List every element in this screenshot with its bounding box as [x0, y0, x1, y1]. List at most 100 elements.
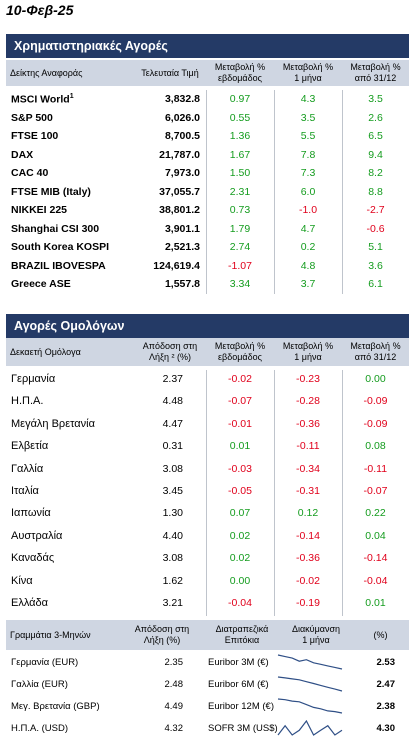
bond-yield: 0.31: [162, 440, 183, 453]
fluctuation-sparkline: [277, 719, 343, 736]
bond-row: Κίνα 1.62 0.00 -0.02 -0.04: [6, 572, 409, 594]
bond-row: Ελλάδα 3.21 -0.04 -0.19 0.01: [6, 594, 409, 616]
fluctuation-sparkline: [277, 676, 343, 692]
last-price: 21,787.0: [159, 148, 200, 161]
weekly-change: -1.07: [228, 259, 252, 272]
index-name: FTSE MIB (Italy): [11, 185, 91, 198]
ytd-change: 8.8: [368, 185, 383, 198]
ytd-change: 6.5: [368, 130, 383, 142]
bonds-table: Γερμανία 2.37 -0.02 -0.23 0.00 Η.Π.Α. 4.48 -0.0…: [6, 370, 409, 617]
fluctuation-sparkline: [277, 654, 343, 670]
interbank-rate-name: Euribor 6M (€): [208, 679, 269, 690]
tbill-country: Μεγ. Βρετανία (GBP): [11, 701, 100, 712]
bond-row: Γαλλία 3.08 -0.03 -0.34 -0.11: [6, 460, 409, 482]
monthly-change: 7.8: [300, 148, 316, 161]
stocks-table: MSCI World1 3,832.8 0.97 4.3 3.5 S&P 500 6,026…: [6, 90, 409, 294]
bond-weekly-change: -0.03: [228, 462, 252, 475]
tbill-country: Γαλλία (EUR): [11, 679, 68, 690]
bond-weekly-change: -0.07: [228, 395, 252, 408]
bond-weekly-change: -0.05: [228, 484, 252, 497]
sparkline-line: [277, 719, 343, 736]
bond-country: Αυστραλία: [11, 529, 63, 542]
bond-yield: 4.47: [162, 417, 183, 430]
stock-row: Shanghai CSI 300 3,901.1 1.79 4.7 -0.6: [6, 220, 409, 239]
bond-country: Καναδάς: [11, 552, 55, 565]
col-bond-monthly: Μεταβολή % 1 μήνα: [282, 341, 334, 362]
bond-ytd-change: -0.09: [363, 417, 388, 430]
bond-country: Γαλλία: [11, 462, 44, 475]
footnote-marker: 1: [69, 93, 74, 100]
monthly-change: 4.8: [300, 259, 316, 272]
bond-row: Ελβετία 0.31 0.01 -0.11 0.08: [6, 437, 409, 459]
bond-weekly-change: 0.01: [229, 440, 251, 453]
bond-ytd-change: 0.00: [365, 373, 386, 385]
bond-weekly-change: 0.00: [229, 574, 251, 587]
report-date: 10-Φεβ-25: [6, 2, 74, 18]
bond-yield: 1.30: [162, 507, 183, 520]
monthly-change: 7.3: [300, 167, 316, 179]
monthly-change: 5.5: [300, 130, 316, 142]
bond-ytd-change: -0.11: [363, 462, 388, 475]
bond-monthly-change: -0.34: [296, 462, 320, 475]
interbank-rate-value: 4.30: [376, 723, 396, 734]
stocks-column-headers: Δείκτης Αναφοράς Τελευταία Τιμή Μεταβολή…: [6, 60, 409, 86]
col-fluctuation: Διακύμανση 1 μήνα: [291, 624, 341, 645]
stock-row: South Korea KOSPI 2,521.3 2.74 0.2 5.1: [6, 238, 409, 257]
sparkline-line: [277, 698, 343, 714]
bonds-column-headers: Δεκαετή Ομόλογα Απόδοση στη Λήξη ² (%) Μ…: [6, 338, 409, 366]
tbill-country: Η.Π.Α. (USD): [11, 723, 68, 734]
col-bond-weekly: Μεταβολή % εβδομάδος: [214, 341, 266, 362]
ytd-change: 3.5: [368, 93, 383, 105]
bond-country: Ιαπωνία: [11, 507, 51, 520]
weekly-change: 1.50: [229, 167, 251, 179]
bond-monthly-change: -0.31: [296, 484, 320, 497]
monthly-change: 4.3: [300, 93, 316, 105]
last-price: 6,026.0: [164, 111, 200, 124]
monthly-change: 3.5: [300, 111, 316, 124]
bond-yield: 3.08: [162, 552, 183, 565]
tbill-yield: 2.48: [164, 679, 184, 690]
ytd-change: 5.1: [368, 241, 383, 253]
bond-row: Μεγάλη Βρετανία 4.47 -0.01 -0.36 -0.09: [6, 415, 409, 437]
stock-row: MSCI World1 3,832.8 0.97 4.3 3.5: [6, 90, 409, 109]
tbill-row: Γερμανία (EUR) 2.35 Euribor 3M (€) 2.53: [6, 652, 409, 674]
index-name: Shanghai CSI 300: [11, 222, 100, 235]
index-name: MSCI World1: [11, 93, 74, 106]
bond-monthly-change: -0.02: [296, 574, 320, 587]
bond-weekly-change: -0.01: [228, 417, 252, 430]
stock-row: S&P 500 6,026.0 0.55 3.5 2.6: [6, 109, 409, 128]
monthly-change: 0.2: [300, 241, 316, 253]
bond-monthly-change: -0.19: [296, 596, 320, 609]
stock-row: Greece ASE 1,557.8 3.34 3.7 6.1: [6, 275, 409, 294]
stocks-section-title: Χρηματιστηριακές Αγορές: [6, 34, 409, 58]
index-name: FTSE 100: [11, 130, 59, 142]
monthly-change: 4.7: [300, 222, 316, 235]
weekly-change: 0.55: [229, 111, 251, 124]
bond-yield: 3.21: [162, 596, 183, 609]
tbill-yield: 4.49: [164, 701, 184, 712]
bond-monthly-change: 0.12: [297, 507, 319, 520]
tbill-country: Γερμανία (EUR): [11, 657, 79, 668]
bond-yield: 4.48: [162, 395, 183, 408]
bond-ytd-change: -0.04: [363, 574, 388, 587]
col-yield: Απόδοση στη Λήξη ² (%): [142, 341, 198, 362]
col-last-price: Τελευταία Τιμή: [141, 68, 199, 78]
bond-yield: 2.37: [162, 373, 183, 385]
bond-weekly-change: 0.02: [229, 552, 251, 565]
interbank-rate-name: Euribor 12M (€): [208, 701, 274, 712]
bond-monthly-change: -0.11: [296, 440, 320, 453]
bond-monthly-change: -0.28: [296, 395, 320, 408]
monthly-change: -1.0: [298, 204, 318, 216]
bond-country: Κίνα: [11, 574, 33, 587]
stock-row: DAX 21,787.0 1.67 7.8 9.4: [6, 146, 409, 165]
bond-monthly-change: -0.36: [296, 417, 320, 430]
stock-row: FTSE 100 8,700.5 1.36 5.5 6.5: [6, 127, 409, 146]
bond-row: Ιαπωνία 1.30 0.07 0.12 0.22: [6, 504, 409, 526]
col-ytd: Μεταβολή % από 31/12: [350, 62, 401, 83]
last-price: 8,700.5: [164, 130, 200, 142]
weekly-change: 3.34: [229, 278, 251, 290]
bond-country: Η.Π.Α.: [11, 395, 44, 408]
index-name: NIKKEI 225: [11, 204, 68, 216]
bond-ytd-change: -0.07: [363, 484, 388, 497]
interbank-rate-value: 2.47: [376, 679, 396, 690]
